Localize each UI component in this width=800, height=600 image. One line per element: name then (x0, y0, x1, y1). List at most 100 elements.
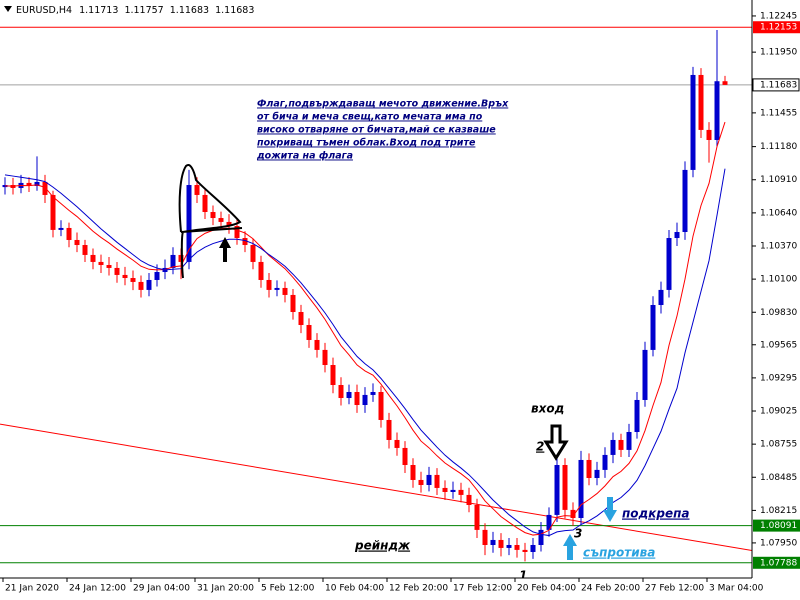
candle-body (50, 194, 56, 230)
candle-body (474, 504, 480, 530)
candle-body (506, 544, 512, 548)
annotation-note: Флаг,подвърждаващ мечото движение.Връх о… (256, 99, 509, 162)
plot-area (0, 26, 753, 564)
candle-body (618, 439, 624, 450)
candle-body (226, 221, 232, 226)
x-tick-label: 29 Jan 04:00 (133, 584, 190, 594)
candle-body (650, 305, 656, 350)
y-tick-label: 1.11455 (760, 108, 797, 118)
x-tick-label: 24 Feb 20:00 (581, 584, 640, 594)
candle-body (138, 281, 144, 290)
candle-body (458, 489, 464, 495)
note-line: покриващ тъмен облак.Вход под трите (257, 138, 476, 149)
candle-body (338, 385, 344, 399)
y-tick-label: 1.09025 (760, 407, 797, 417)
current-price-box (752, 78, 800, 92)
candle-body (674, 232, 680, 239)
candle-body (722, 81, 728, 85)
candle-body (522, 549, 528, 552)
symbol: EURUSD,H4 (16, 5, 72, 16)
entry-label: вход (531, 402, 564, 416)
candle-body (154, 272, 160, 280)
candle-body (242, 238, 248, 246)
y-tick-label: 1.10640 (760, 208, 797, 218)
x-tick-label: 12 Feb 20:00 (389, 584, 448, 594)
candle-body (250, 245, 256, 262)
point-label: 2 (536, 440, 544, 454)
candle-body (570, 509, 576, 519)
candle-body (258, 261, 264, 280)
candle-body (306, 325, 312, 340)
note-line: високо отваряне от бичата,май се казваше (257, 125, 496, 136)
x-tick-label: 24 Jan 12:00 (69, 584, 126, 594)
x-tick-label: 3 Mar 04:00 (709, 584, 764, 594)
y-tick-label: 1.08215 (760, 506, 797, 516)
candle-body (330, 365, 336, 386)
y-tick-label: 1.10910 (760, 175, 797, 185)
y-tick-label: 1.09565 (760, 340, 797, 350)
header-high: 1.11757 (124, 5, 163, 16)
resistance-up-arrow (563, 534, 577, 560)
note-line: Флаг,подвърждаващ мечото движение.Връх (257, 99, 509, 110)
candle-body (170, 254, 176, 268)
candle-body (402, 447, 408, 466)
axis-mask (752, 0, 800, 600)
candle-body (690, 74, 696, 170)
header-open: 1.11713 (79, 5, 118, 16)
candle-body (442, 487, 448, 492)
candle-body (682, 169, 688, 233)
candle-body (202, 194, 208, 213)
header-low: 1.11683 (170, 5, 209, 16)
support-down-arrow (603, 497, 617, 522)
candle-body (218, 218, 224, 222)
candle-body (482, 529, 488, 545)
candle-body (234, 225, 240, 239)
candle-body (666, 238, 672, 290)
candle-body (114, 267, 120, 275)
candle-body (74, 239, 80, 246)
candle-body (490, 539, 496, 545)
candle-body (658, 289, 664, 306)
candle-body (370, 391, 376, 395)
point-label: 1 (519, 569, 527, 583)
x-tick-label: 20 Feb 04:00 (517, 584, 576, 594)
y-tick-label: 1.09830 (760, 308, 797, 318)
level-label-box (753, 519, 800, 532)
candle-body (146, 279, 152, 290)
candle-body (98, 261, 104, 266)
candle-body (498, 539, 504, 548)
support-label: подкрепа (622, 507, 690, 521)
candle-body (194, 185, 200, 195)
candle-body (34, 181, 40, 187)
moving-average (4, 168, 726, 537)
y-tick-label: 1.11180 (760, 142, 797, 152)
y-tick-label: 1.10370 (760, 241, 797, 251)
candle-body (578, 459, 584, 519)
resistance-label: съпротива (583, 546, 655, 560)
note-line: от бича и меча свещ,като мечата има по (257, 112, 483, 123)
point-label: 3 (574, 527, 582, 541)
y-tick-label: 1.09295 (760, 373, 797, 383)
candle-body (410, 465, 416, 480)
candle-body (106, 265, 112, 268)
candle-body (394, 439, 400, 448)
current-price-label: 1.11683 (760, 80, 797, 90)
y-tick-label: 1.07950 (760, 538, 797, 548)
x-tick-label: 5 Feb 12:00 (261, 584, 315, 594)
candle-body (290, 294, 296, 313)
candle-body (130, 278, 136, 282)
candle-body (362, 394, 368, 406)
y-tick-label: 1.12245 (760, 11, 797, 21)
axis-mask (0, 578, 800, 600)
trendline (0, 423, 753, 552)
entry-down-arrow (543, 424, 569, 461)
header-close: 1.11683 (215, 5, 254, 16)
x-tick-label: 17 Feb 12:00 (453, 584, 512, 594)
candle-body (210, 212, 216, 219)
candle-body (642, 349, 648, 400)
x-tick-label: 21 Jan 2020 (5, 584, 59, 594)
candle-body (546, 514, 552, 530)
